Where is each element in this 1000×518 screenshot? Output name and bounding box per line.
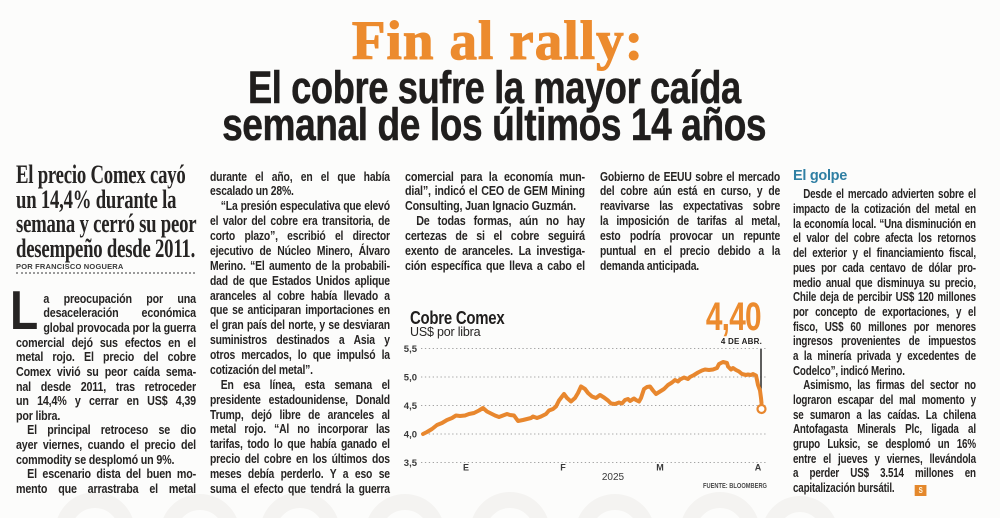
svg-text:A: A	[755, 463, 762, 473]
svg-text:5,0: 5,0	[404, 373, 417, 384]
svg-text:E: E	[463, 463, 469, 473]
svg-text:F: F	[560, 463, 566, 473]
svg-text:3,5: 3,5	[404, 458, 418, 469]
svg-text:4,5: 4,5	[404, 401, 418, 412]
svg-text:M: M	[656, 463, 664, 473]
svg-text:4,0: 4,0	[404, 430, 417, 441]
svg-text:5,5: 5,5	[404, 344, 418, 355]
svg-text:FUENTE: BLOOMBERG: FUENTE: BLOOMBERG	[703, 483, 767, 490]
svg-text:2025: 2025	[602, 472, 625, 483]
